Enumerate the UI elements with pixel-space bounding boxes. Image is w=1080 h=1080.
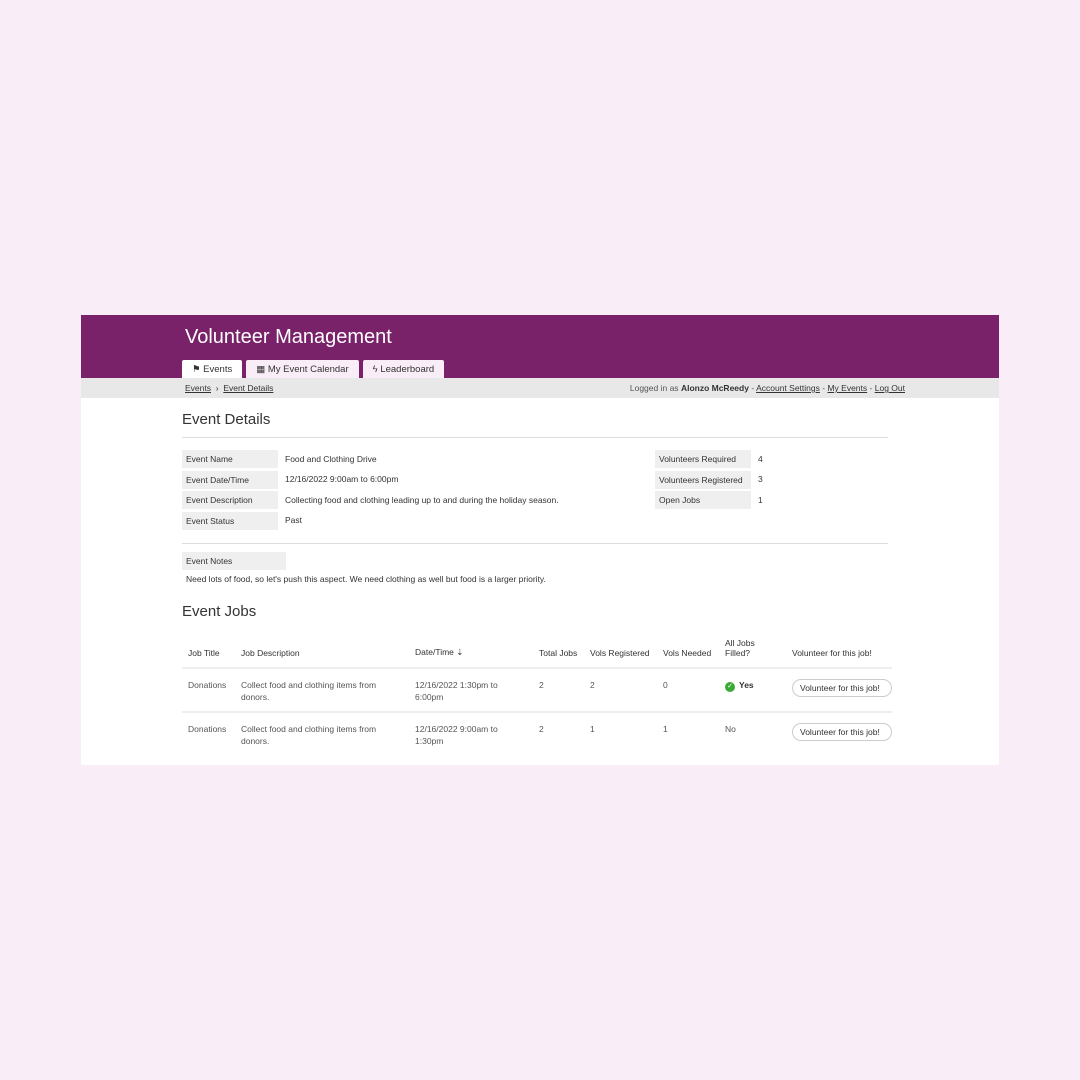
- label: Open Jobs: [655, 491, 751, 510]
- event-status-row: Event Status Past: [182, 511, 559, 532]
- value: 3: [758, 474, 763, 485]
- divider: [182, 543, 888, 544]
- all-filled: No: [725, 724, 736, 734]
- my-events-link[interactable]: My Events: [827, 383, 868, 393]
- user-info: Logged in as Alonzo McReedy - Account Se…: [630, 383, 905, 393]
- notes-text: Need lots of food, so let's push this as…: [186, 573, 546, 584]
- breadcrumb-separator: ›: [215, 383, 219, 393]
- job-description: Collect food and clothing items from don…: [241, 724, 377, 746]
- flag-icon: ⚑: [192, 364, 201, 375]
- label: Event Description: [182, 491, 278, 510]
- col-label: Date/Time: [415, 647, 454, 657]
- label: Event Status: [182, 511, 278, 530]
- value: Food and Clothing Drive: [285, 453, 377, 464]
- label: Event Date/Time: [182, 470, 278, 489]
- tab-events[interactable]: ⚑ Events: [182, 360, 243, 378]
- divider: [182, 437, 888, 438]
- volunteer-button[interactable]: Volunteer for this job!: [792, 679, 892, 697]
- value: Past: [285, 515, 303, 526]
- job-title: Donations: [182, 668, 235, 713]
- app-window: Volunteer Management ⚑ Events ▦ My Event…: [81, 315, 999, 765]
- tab-leaderboard[interactable]: ϟ Leaderboard: [362, 360, 445, 378]
- job-title: Donations: [188, 724, 227, 734]
- all-filled: ✓ Yes: [719, 668, 786, 713]
- calendar-icon: ▦: [256, 364, 266, 375]
- sort-icon[interactable]: ⇣: [456, 647, 464, 657]
- total-jobs: 2: [539, 724, 544, 734]
- tab-label: My Event Calendar: [267, 364, 349, 375]
- event-jobs-heading: Event Jobs: [182, 603, 257, 620]
- volunteer-cell: Volunteer for this job!: [786, 712, 892, 755]
- account-settings-link[interactable]: Account Settings: [756, 383, 820, 393]
- log-out-link[interactable]: Log Out: [874, 383, 905, 393]
- value: 1: [758, 494, 763, 505]
- event-details-heading: Event Details: [182, 411, 271, 428]
- breadcrumb: Events › Event Details: [185, 383, 273, 393]
- event-notes: Event Notes Need lots of food, so let's …: [182, 551, 546, 584]
- volunteer-button[interactable]: Volunteer for this job!: [792, 723, 892, 741]
- col-volunteer: Volunteer for this job!: [786, 633, 892, 669]
- volunteers-registered-row: Volunteers Registered 3: [655, 470, 763, 491]
- job-date: 12/16/2022 1:30pm to 6:00pm: [409, 668, 533, 713]
- sep: -: [751, 383, 755, 393]
- label: Event Notes: [182, 552, 286, 571]
- jobs-table: Job Title Job Description Date/Time ⇣ To…: [182, 633, 892, 755]
- breadcrumb-events[interactable]: Events: [185, 383, 211, 393]
- volunteers-required-row: Volunteers Required 4: [655, 449, 763, 470]
- table-row: Donations Collect food and clothing item…: [182, 668, 892, 713]
- job-date: 12/16/2022 9:00am to 1:30pm: [415, 724, 498, 746]
- notes-label-row: Event Notes: [182, 551, 546, 572]
- col-job-description: Job Description: [235, 633, 409, 669]
- table-row: Donations Collect food and clothing item…: [182, 712, 892, 755]
- sub-bar: Events › Event Details Logged in as Alon…: [81, 378, 999, 398]
- volunteer-cell: Volunteer for this job!: [786, 668, 892, 713]
- value: 4: [758, 453, 763, 464]
- bolt-icon: ϟ: [372, 364, 378, 375]
- col-vols-needed: Vols Needed: [657, 633, 719, 669]
- total-jobs: 2: [533, 668, 584, 713]
- open-jobs-row: Open Jobs 1: [655, 490, 763, 511]
- sep: -: [822, 383, 826, 393]
- vols-needed: 1: [663, 724, 668, 734]
- tab-label: Leaderboard: [380, 364, 435, 375]
- volunteer-stats-table: Volunteers Required 4 Volunteers Register…: [655, 449, 763, 511]
- value: Collecting food and clothing leading up …: [285, 494, 559, 505]
- job-description: Collect food and clothing items from don…: [235, 668, 409, 713]
- logged-in-label: Logged in as: [629, 383, 679, 393]
- label: Event Name: [182, 450, 278, 469]
- vols-needed: 0: [657, 668, 719, 713]
- vols-registered: 2: [584, 668, 657, 713]
- event-datetime-row: Event Date/Time 12/16/2022 9:00am to 6:00…: [182, 470, 559, 491]
- header: Volunteer Management ⚑ Events ▦ My Event…: [81, 315, 999, 378]
- col-total-jobs: Total Jobs: [533, 633, 584, 669]
- col-job-title: Job Title: [182, 633, 235, 669]
- value: 12/16/2022 9:00am to 6:00pm: [285, 474, 399, 485]
- event-name-row: Event Name Food and Clothing Drive: [182, 449, 559, 470]
- filled-value: Yes: [739, 680, 754, 690]
- user-name: Alonzo McReedy: [680, 383, 749, 393]
- check-circle-icon: ✓: [725, 682, 735, 692]
- breadcrumb-event-details[interactable]: Event Details: [223, 383, 274, 393]
- tab-my-event-calendar[interactable]: ▦ My Event Calendar: [246, 360, 359, 378]
- col-date-time[interactable]: Date/Time ⇣: [409, 633, 533, 669]
- col-all-filled: All Jobs Filled?: [719, 633, 786, 669]
- app-title: Volunteer Management: [185, 326, 392, 348]
- event-info-table: Event Name Food and Clothing Drive Event …: [182, 449, 559, 531]
- sep: -: [869, 383, 873, 393]
- label: Volunteers Registered: [655, 470, 751, 489]
- col-vols-registered: Vols Registered: [584, 633, 657, 669]
- table-header: Job Title Job Description Date/Time ⇣ To…: [182, 633, 892, 669]
- label: Volunteers Required: [655, 450, 751, 469]
- event-description-row: Event Description Collecting food and clo…: [182, 490, 559, 511]
- tab-label: Events: [203, 364, 233, 375]
- vols-registered: 1: [590, 724, 595, 734]
- nav-tabs: ⚑ Events ▦ My Event Calendar ϟ Leaderboa…: [182, 360, 445, 378]
